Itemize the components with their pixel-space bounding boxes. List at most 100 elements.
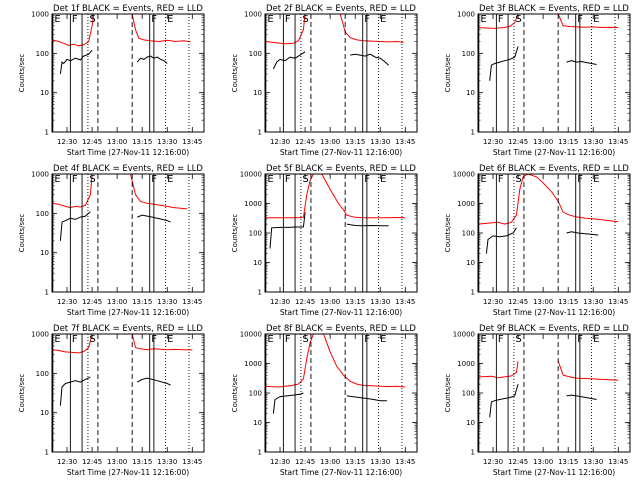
y-axis-label: Counts/sec — [18, 374, 26, 413]
y-axis-label: Counts/sec — [444, 54, 452, 93]
y-tick-label: 1000 — [31, 331, 49, 339]
event-marker-label: E — [593, 174, 599, 185]
event-marker-label: S — [89, 14, 95, 25]
event-marker-label: E — [267, 14, 273, 25]
series-line-lld — [51, 13, 95, 47]
y-tick-label: 1000 — [244, 360, 262, 368]
x-tick-label: 12:30 — [57, 458, 77, 466]
x-axis-label: Start Time (27-Nov-11 12:16:00) — [67, 308, 189, 317]
x-tick-label: 13:30 — [370, 298, 390, 306]
y-tick-label: 1 — [471, 129, 475, 137]
event-marker-label: E — [167, 334, 173, 345]
event-marker-label: E — [380, 174, 386, 185]
series-line-events — [136, 55, 168, 64]
event-marker-label: E — [167, 174, 173, 185]
x-tick-label: 13:15 — [132, 138, 152, 146]
x-tick-label: 13:45 — [182, 458, 202, 466]
plot-frame — [477, 333, 631, 453]
chart-title: Det 7f BLACK = Events, RED = LLD — [53, 324, 203, 334]
series-line-lld — [130, 173, 188, 210]
series-line-lld — [264, 13, 306, 45]
series-line-events — [59, 211, 91, 241]
plot-frame — [264, 13, 418, 133]
x-tick-label: 12:30 — [57, 138, 77, 146]
y-tick-label: 1 — [45, 449, 49, 457]
series-line-lld — [321, 173, 406, 219]
x-tick-label: 12:45 — [295, 458, 315, 466]
y-tick-label: 10 — [40, 89, 49, 97]
plot-frame — [264, 333, 418, 453]
y-axis-label: Counts/sec — [18, 54, 26, 93]
y-tick-label: 100 — [249, 390, 262, 398]
chart-panel-4: Det 4f BLACK = Events, RED = LLD Counts/s… — [18, 164, 205, 317]
x-tick-label: 13:00 — [533, 298, 553, 306]
plot-frame — [264, 173, 418, 293]
y-tick-label: 10000 — [240, 171, 262, 179]
y-tick-label: 1 — [45, 289, 49, 297]
chart-panel-9: Det 9f BLACK = Events, RED = LLD Counts/s… — [444, 324, 631, 477]
y-tick-label: 1000 — [457, 360, 475, 368]
plot-frame — [477, 173, 631, 293]
x-axis-label: Start Time (27-Nov-11 12:16:00) — [493, 468, 615, 477]
x-tick-label: 12:45 — [82, 138, 102, 146]
y-tick-label: 10 — [253, 419, 262, 427]
x-tick-label: 13:30 — [583, 458, 603, 466]
x-tick-label: 13:45 — [182, 298, 202, 306]
y-tick-label: 1 — [258, 449, 262, 457]
y-tick-label: 1 — [471, 289, 475, 297]
chart-title: Det 5f BLACK = Events, RED = LLD — [266, 164, 416, 174]
y-tick-label: 100 — [249, 50, 262, 58]
y-tick-label: 1000 — [457, 11, 475, 19]
event-marker-label: E — [267, 334, 273, 345]
x-tick-label: 12:45 — [295, 298, 315, 306]
y-tick-label: 1 — [45, 129, 49, 137]
event-marker-label: E — [380, 14, 386, 25]
x-tick-label: 13:00 — [533, 458, 553, 466]
x-tick-label: 13:45 — [608, 138, 628, 146]
series-line-events — [566, 60, 597, 65]
x-tick-label: 13:15 — [132, 458, 152, 466]
chart-title: Det 1f BLACK = Events, RED = LLD — [53, 4, 203, 14]
chart-title: Det 4f BLACK = Events, RED = LLD — [53, 164, 203, 174]
series-line-events — [489, 383, 519, 418]
chart-panel-2: Det 2f BLACK = Events, RED = LLD Counts/s… — [231, 4, 418, 157]
x-tick-label: 13:00 — [320, 138, 340, 146]
y-tick-label: 10 — [466, 259, 475, 267]
x-tick-label: 13:30 — [583, 298, 603, 306]
y-tick-label: 10 — [253, 89, 262, 97]
x-tick-label: 13:45 — [395, 138, 415, 146]
series-line-events — [350, 53, 389, 66]
series-line-lld — [477, 13, 519, 29]
x-axis-label: Start Time (27-Nov-11 12:16:00) — [67, 148, 189, 157]
x-tick-label: 12:30 — [270, 458, 290, 466]
x-tick-label: 12:45 — [508, 458, 528, 466]
event-marker-label: S — [302, 174, 308, 185]
event-marker-label: S — [302, 334, 308, 345]
series-line-events — [59, 49, 93, 74]
event-marker-label: E — [54, 174, 60, 185]
series-line-lld — [131, 333, 193, 351]
series-line-events — [489, 46, 519, 81]
event-marker-label: F — [498, 174, 504, 185]
x-axis-label: Start Time (27-Nov-11 12:16:00) — [280, 308, 402, 317]
x-tick-label: 12:30 — [483, 138, 503, 146]
x-tick-label: 13:15 — [558, 138, 578, 146]
x-axis-label: Start Time (27-Nov-11 12:16:00) — [493, 148, 615, 157]
y-tick-label: 10 — [40, 249, 49, 257]
event-marker-label: E — [593, 14, 599, 25]
y-tick-label: 10 — [40, 409, 49, 417]
x-tick-label: 13:45 — [608, 458, 628, 466]
y-tick-label: 100 — [36, 210, 49, 218]
series-line-events — [269, 212, 306, 249]
x-tick-label: 13:00 — [107, 138, 127, 146]
chart-panel-3: Det 3f BLACK = Events, RED = LLD Counts/s… — [444, 4, 631, 157]
series-line-events — [566, 394, 597, 400]
event-marker-label: E — [593, 334, 599, 345]
y-tick-label: 1000 — [244, 11, 262, 19]
y-tick-label: 1 — [258, 289, 262, 297]
y-tick-label: 100 — [462, 230, 475, 238]
event-marker-label: F — [72, 334, 78, 345]
x-tick-label: 13:15 — [132, 298, 152, 306]
event-marker-label: E — [380, 334, 386, 345]
y-axis-label: Counts/sec — [18, 214, 26, 253]
